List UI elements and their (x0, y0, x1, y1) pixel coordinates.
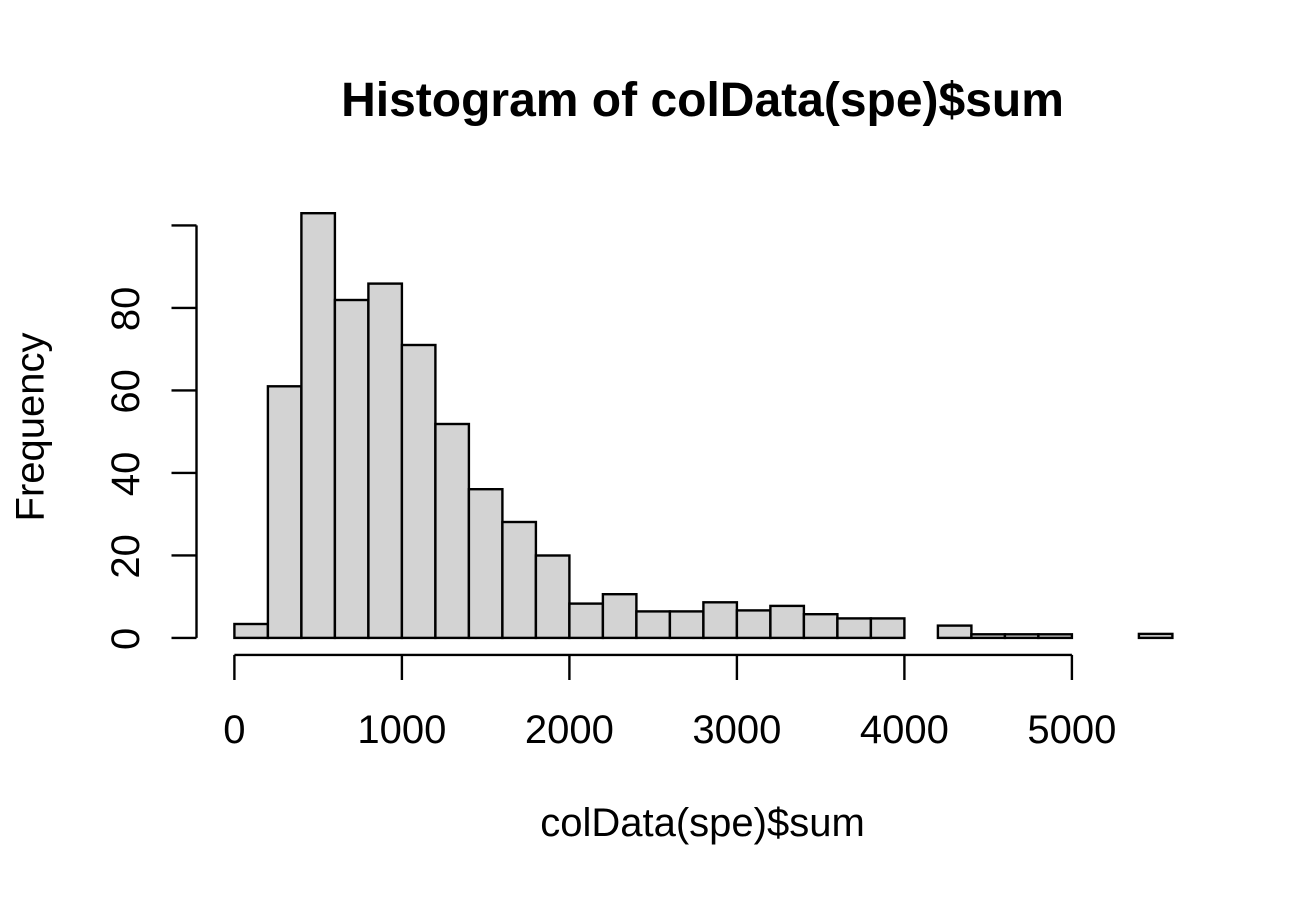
svg-text:80: 80 (104, 287, 148, 332)
svg-text:Histogram of colData(spe)$sum: Histogram of colData(spe)$sum (341, 74, 1064, 127)
svg-text:2000: 2000 (525, 708, 614, 752)
svg-text:1000: 1000 (357, 708, 446, 752)
svg-text:40: 40 (104, 452, 148, 497)
svg-text:Frequency: Frequency (8, 333, 52, 522)
svg-text:4000: 4000 (860, 708, 949, 752)
svg-text:60: 60 (104, 369, 148, 414)
svg-text:0: 0 (104, 628, 148, 650)
svg-text:3000: 3000 (692, 708, 781, 752)
svg-text:colData(spe)$sum: colData(spe)$sum (540, 801, 865, 845)
svg-text:0: 0 (223, 708, 245, 752)
svg-text:20: 20 (104, 534, 148, 579)
svg-text:5000: 5000 (1027, 708, 1116, 752)
